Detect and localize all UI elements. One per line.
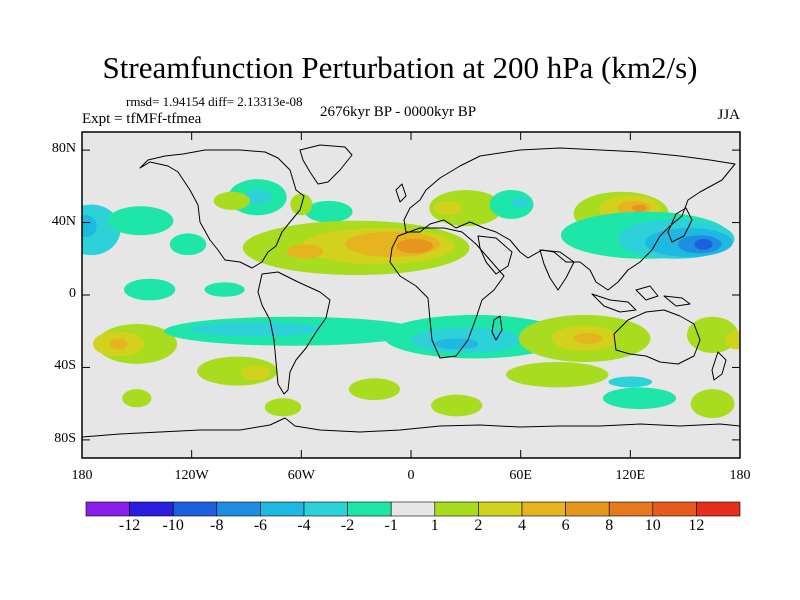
- lon-tick-label: 60E: [509, 468, 532, 483]
- period-label: 2676kyr BP - 0000kyr BP: [320, 104, 477, 120]
- coast-eurasia: [403, 147, 736, 291]
- coast-south-america: [257, 271, 331, 395]
- anomaly-region-41: [348, 378, 401, 401]
- coast-japan: [667, 207, 693, 243]
- colorbar-level-label: 6: [561, 517, 570, 534]
- anomaly-region-1: [82, 215, 97, 238]
- colorbar-swatch: [129, 501, 174, 517]
- colorbar-level-label: -8: [210, 517, 224, 534]
- anomaly-region-43: [506, 362, 609, 388]
- anomaly-region-33: [189, 322, 322, 337]
- anomaly-region-2: [107, 206, 174, 236]
- anomaly-region-38: [241, 365, 271, 381]
- lat-tick-label: 80S: [54, 430, 76, 446]
- colorbar-level-label: 4: [518, 517, 526, 534]
- lat-tick-label: 40S: [54, 358, 76, 374]
- lon-tick-label: 120W: [174, 468, 209, 483]
- lon-tick-label: 180: [71, 468, 93, 483]
- lat-tick-label: 80N: [51, 141, 76, 157]
- anomaly-region-15: [286, 244, 324, 259]
- anomaly-region-42: [431, 394, 483, 417]
- anomaly-region-39: [264, 398, 302, 417]
- coast-greenland: [299, 144, 353, 185]
- coast-britain: [395, 183, 407, 203]
- lat-tick-label: 0: [69, 286, 76, 301]
- colorbar-level-label: 1: [430, 517, 439, 534]
- anomaly-region-28: [694, 238, 713, 250]
- season-label: JJA: [717, 107, 740, 123]
- anomaly-region-36: [434, 338, 479, 350]
- stats-label: rmsd= 1.94154 diff= 2.13313e-08: [126, 94, 303, 109]
- anomaly-region-46: [573, 333, 603, 344]
- coast-new-zealand: [711, 351, 727, 381]
- anomaly-region-19: [511, 197, 530, 209]
- anomaly-region-51: [690, 389, 735, 419]
- lon-tick-label: 180: [729, 468, 751, 483]
- coast-north-america: [139, 149, 305, 269]
- coast-australia: [613, 309, 701, 365]
- axis-ticks: [81, 132, 741, 458]
- colorbar-level-label: -10: [162, 517, 184, 534]
- anomaly-region-16: [429, 189, 503, 227]
- colorbar-swatch: [85, 501, 130, 517]
- colorbar-swatch: [565, 501, 610, 517]
- coast-africa: [389, 227, 505, 359]
- colorbar-level-label: -6: [253, 517, 268, 534]
- coast-india: [539, 249, 575, 291]
- colorbar: [85, 501, 741, 517]
- coast-antarctica: [82, 417, 740, 438]
- experiment-label: Expt = tfMFf-tfmea: [82, 111, 202, 127]
- anomaly-region-10: [213, 191, 251, 210]
- anomaly-region-17: [432, 200, 463, 216]
- anomaly-region-4: [124, 278, 176, 301]
- lon-tick-label: 120E: [615, 468, 646, 483]
- anomaly-region-3: [169, 233, 207, 256]
- colorbar-level-label: -1: [384, 517, 398, 534]
- anomaly-region-47: [602, 387, 677, 410]
- colorbar-level-label: 12: [688, 517, 705, 534]
- colorbar-swatch: [172, 501, 218, 517]
- colorbar-level-label: 10: [644, 517, 661, 534]
- lat-tick-label: 40N: [51, 213, 76, 229]
- coastlines: [82, 144, 740, 438]
- colorbar-swatch: [260, 501, 305, 517]
- colorbar-swatch: [390, 501, 436, 517]
- colorbar-swatch: [434, 501, 479, 517]
- coast-indonesia: [591, 285, 691, 313]
- anomaly-region-50: [725, 331, 740, 350]
- colorbar-level-label: -4: [297, 517, 311, 534]
- anomaly-region-40: [122, 389, 152, 408]
- anomaly-region-18: [489, 189, 534, 219]
- chart-title: Streamfunction Perturbation at 200 hPa (…: [102, 50, 698, 85]
- lon-tick-label: 60W: [287, 468, 315, 483]
- colorbar-level-label: 2: [474, 517, 483, 534]
- anomaly-region-48: [608, 376, 653, 388]
- colorbar-swatch: [608, 501, 654, 517]
- colorbar-swatch: [652, 501, 697, 517]
- colorbar-swatch: [303, 501, 348, 517]
- anomaly-region-49: [686, 316, 739, 353]
- anomaly-region-14: [396, 238, 433, 254]
- colorbar-swatch: [521, 501, 566, 517]
- colorbar-level-label: 8: [605, 517, 614, 534]
- anomaly-region-5: [204, 282, 245, 297]
- colorbar-swatch: [478, 501, 523, 517]
- coast-madagascar: [491, 315, 503, 341]
- colorbar-level-label: -12: [118, 517, 141, 534]
- lon-tick-label: 0: [407, 468, 415, 483]
- anomaly-region-23: [632, 204, 647, 212]
- anomaly-region-8: [304, 200, 353, 223]
- colorbar-swatch: [216, 501, 261, 517]
- coast-arabia: [477, 235, 513, 275]
- anomaly-region-7: [242, 189, 273, 205]
- anomaly-region-31: [109, 338, 128, 350]
- colorbar-swatch: [347, 501, 392, 517]
- colorbar-level-label: -2: [340, 517, 355, 534]
- colorbar-swatch: [696, 501, 741, 517]
